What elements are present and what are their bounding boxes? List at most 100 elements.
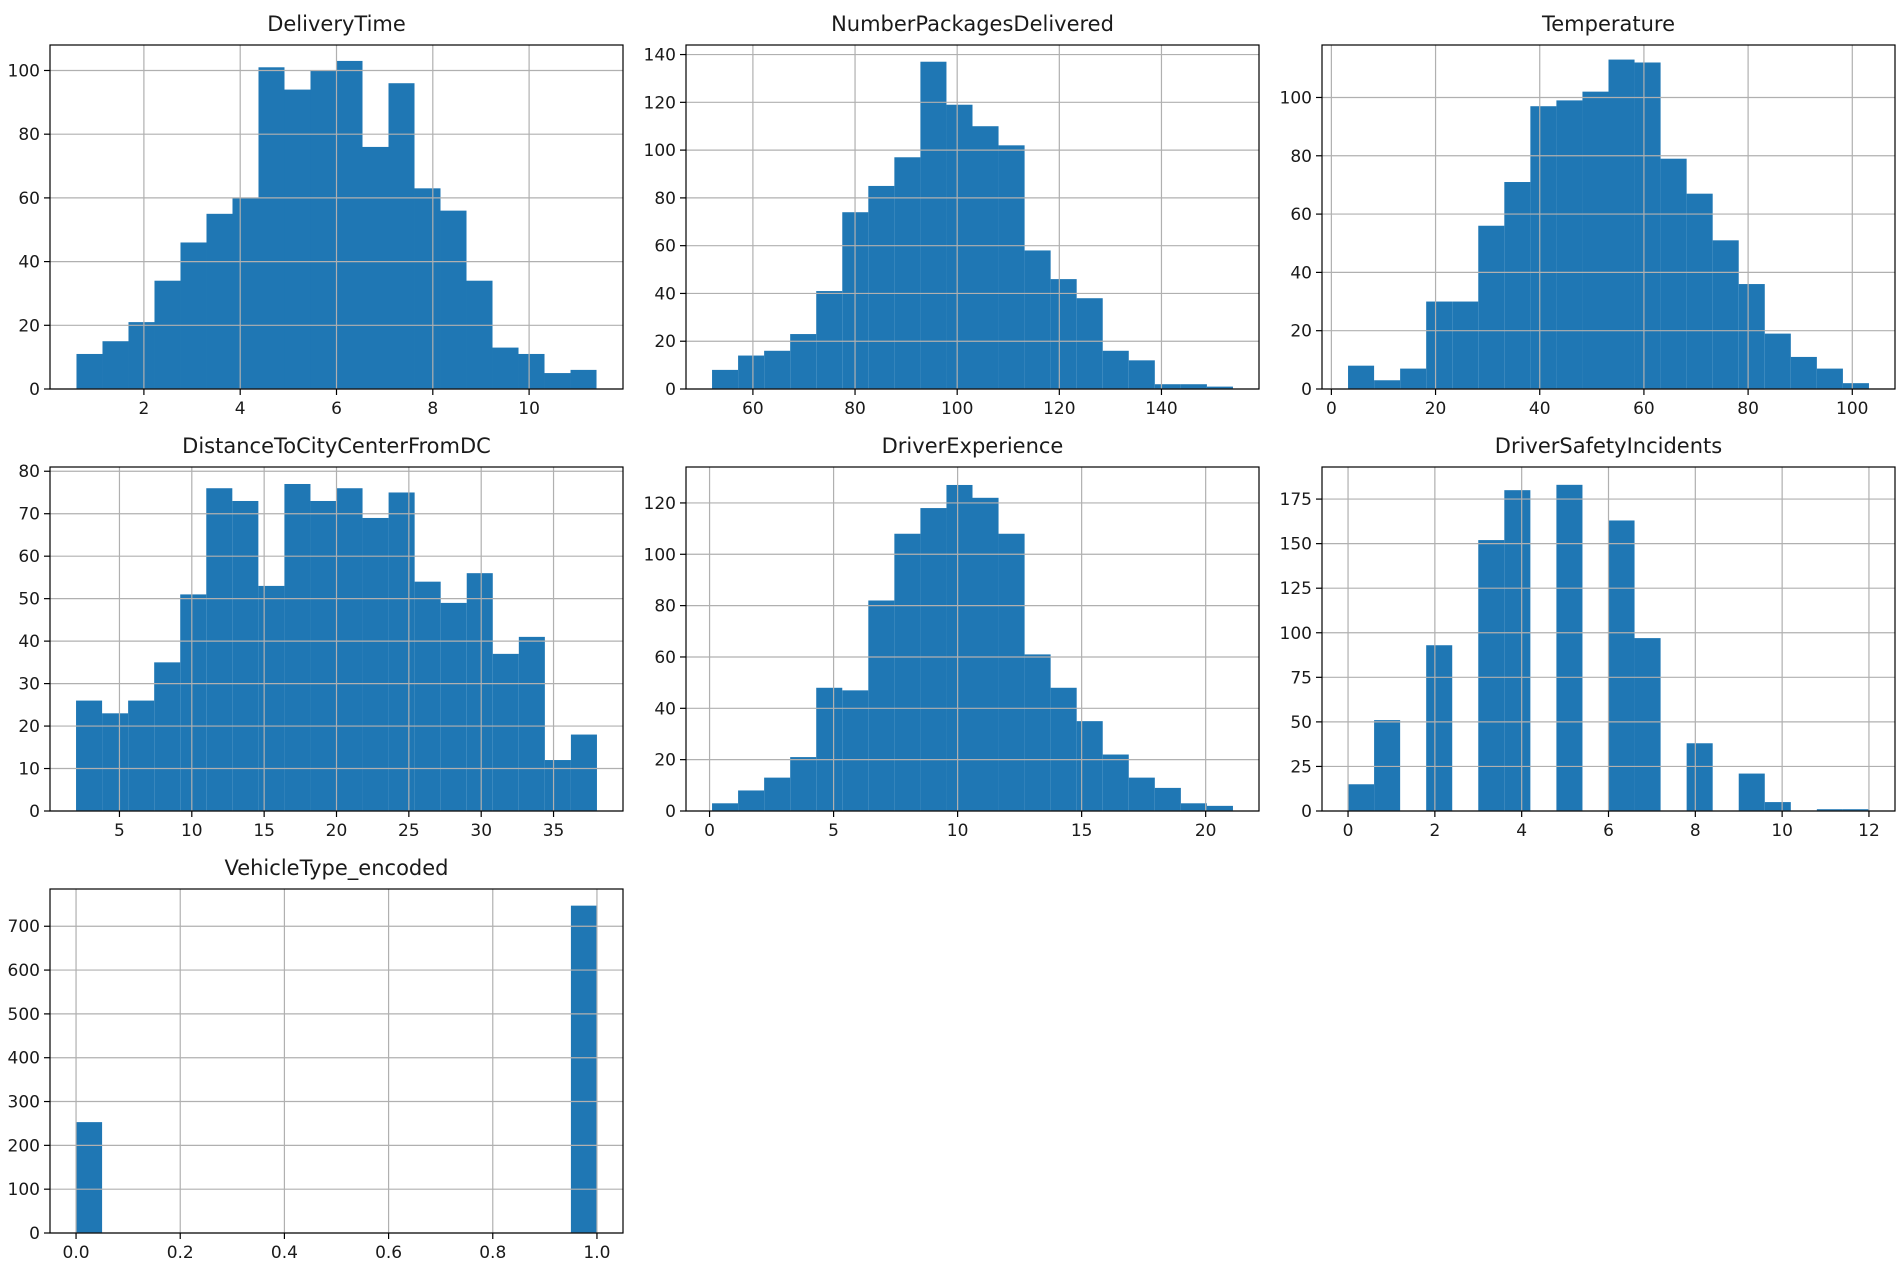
histogram-bar: [1050, 279, 1077, 389]
x-tick-label: 30: [470, 821, 492, 841]
x-tick-label: 20: [326, 821, 348, 841]
x-tick-label: 12: [1858, 821, 1880, 841]
y-tick-label: 100: [8, 61, 40, 81]
histogram-bar: [1816, 809, 1843, 811]
histogram-bar: [764, 777, 791, 811]
histogram-bar: [154, 280, 181, 389]
y-tick-label: 30: [18, 675, 40, 695]
histogram-bar: [1608, 520, 1635, 811]
y-tick-label: 20: [1290, 322, 1312, 342]
histogram-bar: [336, 488, 363, 811]
y-tick-label: 50: [18, 590, 40, 610]
histogram-bar: [1738, 773, 1765, 811]
x-tick-label: 5: [114, 821, 125, 841]
histogram-bar: [1764, 333, 1791, 389]
y-tick-label: 60: [18, 189, 40, 209]
histogram-bar: [738, 355, 765, 389]
x-tick-label: 10: [947, 821, 969, 841]
histogram-bar: [544, 373, 571, 389]
y-tick-label: 175: [1280, 490, 1312, 510]
histogram-bar: [336, 60, 363, 389]
bars: [1348, 59, 1869, 390]
histogram-bar: [570, 369, 597, 389]
y-tick-label: 500: [8, 1005, 40, 1025]
histogram-bar: [180, 242, 207, 389]
chart-title: VehicleType_encoded: [224, 856, 449, 880]
histogram-bar: [998, 145, 1025, 389]
y-tick-label: 80: [654, 189, 676, 209]
histogram-bar: [1076, 298, 1103, 389]
histogram-bar: [790, 757, 817, 811]
histogram-bar: [868, 600, 895, 811]
y-tick-label: 60: [18, 547, 40, 567]
histogram-bar: [1504, 182, 1531, 389]
histogram-bar: [1556, 100, 1583, 389]
histogram-bar: [972, 497, 999, 811]
histogram-bar: [1530, 106, 1557, 389]
y-tick-label: 0: [665, 380, 676, 400]
histogram-bar: [180, 594, 207, 811]
ticks: 0 20 40 60 80 100 0 20 40 60 80 100: [1280, 88, 1869, 419]
chart-title: DriverSafetyIncidents: [1494, 434, 1723, 458]
chart-title: NumberPackagesDelivered: [831, 12, 1114, 36]
bars: [712, 61, 1233, 389]
ticks: 0 5 10 15 20 0 20 40 60 80 100 120: [644, 494, 1217, 841]
y-tick-label: 80: [654, 597, 676, 617]
ticks: 5 10 15 20 25 30 35 0 10 20 30 40 50 60 70 80: [18, 462, 564, 841]
histogram-bar: [440, 210, 467, 389]
histogram-bar: [1790, 356, 1817, 389]
x-tick-label: 20: [1425, 399, 1447, 419]
gridlines: [1322, 45, 1895, 390]
histogram-bar: [310, 500, 337, 811]
x-tick-label: 80: [1737, 399, 1759, 419]
x-tick-label: 4: [1516, 821, 1527, 841]
histogram-bar: [1452, 301, 1479, 389]
x-tick-label: 10: [181, 821, 203, 841]
histogram-bar: [284, 483, 311, 811]
bars: [712, 484, 1233, 811]
chart-title: Temperature: [1541, 12, 1676, 36]
histogram-bar: [712, 369, 739, 389]
histogram-bar: [1816, 368, 1843, 389]
y-tick-label: 100: [644, 141, 676, 161]
x-tick-label: 8: [1690, 821, 1701, 841]
y-tick-label: 0: [29, 380, 40, 400]
histogram-bar: [1582, 91, 1609, 389]
x-tick-label: 140: [1145, 399, 1177, 419]
histogram-bar: [1374, 720, 1401, 811]
histogram-bar: [518, 353, 545, 389]
histogram-bar: [712, 803, 739, 811]
histogram-bar: [362, 146, 389, 389]
histogram-bar: [1102, 350, 1129, 389]
x-tick-label: 100: [941, 399, 973, 419]
x-tick-label: 10: [518, 399, 540, 419]
histogram-bar: [1842, 809, 1869, 811]
y-tick-label: 100: [644, 545, 676, 565]
x-tick-label: 0: [1326, 399, 1337, 419]
ticks: 0.0 0.2 0.4 0.6 0.8 1.0 0 100 200 300 400 500 600 700: [8, 917, 611, 1263]
histogram-bar: [894, 157, 921, 389]
y-tick-label: 200: [8, 1136, 40, 1156]
histogram-bar: [1154, 384, 1181, 389]
histogram-bar: [1154, 787, 1181, 811]
histogram-bar: [1348, 784, 1375, 811]
histogram-bar: [972, 126, 999, 389]
histogram-bar: [1426, 645, 1453, 811]
histogram-bar: [570, 734, 597, 811]
histogram-bar: [570, 905, 597, 1233]
y-tick-label: 40: [654, 284, 676, 304]
x-tick-label: 0: [1343, 821, 1354, 841]
histogram-bar: [1842, 383, 1869, 389]
axes-frame: [685, 466, 1260, 812]
histogram-bar: [868, 185, 895, 389]
y-tick-label: 400: [8, 1049, 40, 1069]
